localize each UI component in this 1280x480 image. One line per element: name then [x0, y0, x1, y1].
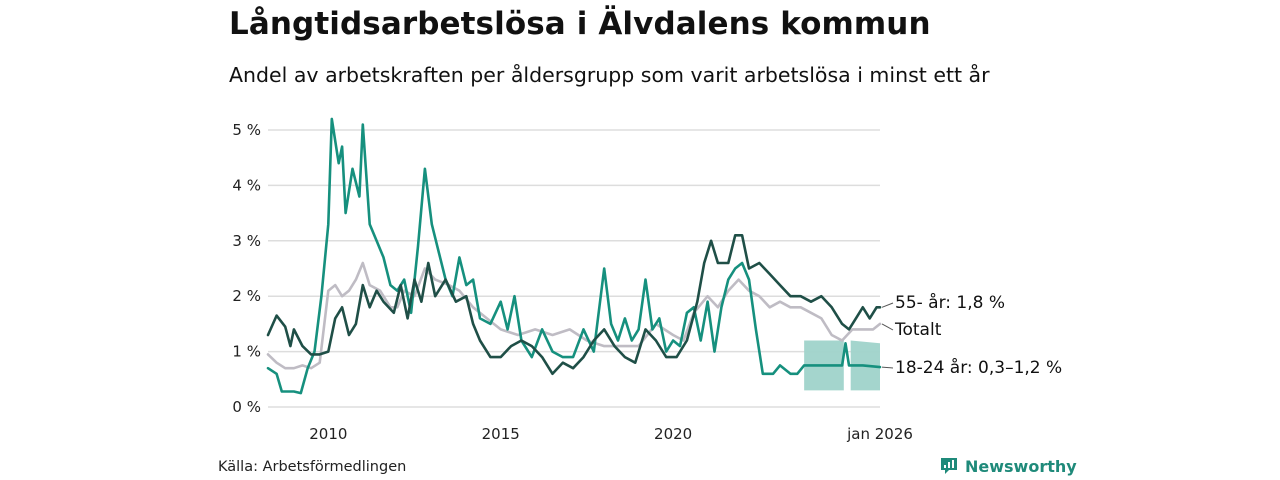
newsworthy-logo-icon	[941, 458, 957, 474]
chart-subtitle: Andel av arbetskraften per åldersgrupp s…	[229, 63, 990, 87]
x-tick-label: 2020	[654, 425, 692, 443]
y-tick-label: 5 %	[232, 121, 261, 139]
chart-title: Långtidsarbetslösa i Älvdalens kommun	[229, 6, 931, 42]
end-label-connector	[881, 323, 894, 331]
grid-layer: 0 % 1 % 2 % 3 % 4 % 5 % 2010 2015 2020 jan 2026	[232, 121, 912, 443]
x-tick-label: 2010	[309, 425, 347, 443]
end-label-age55: 55- år: 1,8 %	[895, 292, 1005, 313]
source-note: Källa: Arbetsförmedlingen	[218, 459, 407, 475]
series-layer	[266, 117, 882, 395]
series-line-age18_24	[266, 117, 882, 395]
y-tick-label: 4 %	[232, 176, 261, 194]
end-label-layer: Totalt 55- år: 1,8 % 18-24 år: 0,3–1,2 %	[881, 292, 1062, 378]
y-tick-label: 0 %	[232, 398, 261, 416]
series-line-age55	[266, 234, 882, 376]
x-tick-label: 2015	[482, 425, 520, 443]
brand-name: Newsworthy	[965, 456, 1077, 476]
end-label-connector	[881, 366, 894, 369]
end-label-connector	[881, 302, 894, 308]
end-label-total: Totalt	[894, 320, 942, 340]
y-tick-label: 2 %	[232, 287, 261, 305]
end-label-age18_24: 18-24 år: 0,3–1,2 %	[895, 357, 1062, 378]
y-tick-label: 3 %	[232, 232, 261, 250]
brand-logo: Newsworthy	[939, 456, 1077, 476]
x-tick-label: jan 2026	[846, 425, 913, 443]
y-tick-label: 1 %	[232, 343, 261, 361]
